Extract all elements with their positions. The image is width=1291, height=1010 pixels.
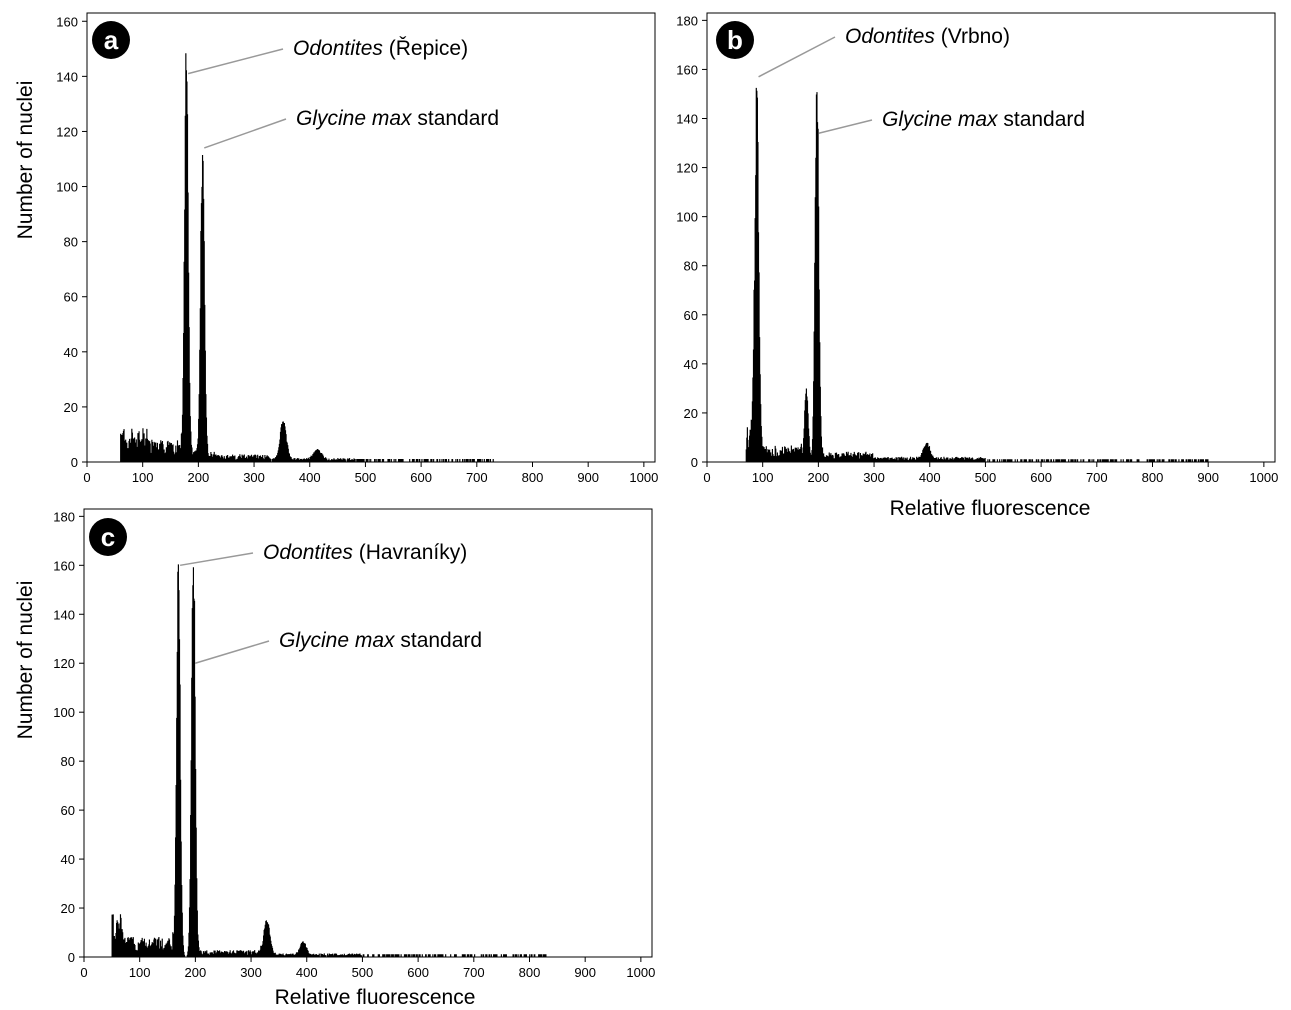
y-tick-label: 120 [676,161,698,176]
plot-frame [86,12,656,463]
panel-badge [89,518,127,556]
y-tick-label: 180 [53,509,75,524]
x-tick-label: 300 [240,965,262,980]
x-tick-label: 0 [80,965,87,980]
x-tick-label: 200 [185,965,207,980]
y-tick-label: 160 [53,558,75,573]
y-tick-label: 0 [68,950,75,965]
y-tick-label: 140 [53,607,75,622]
y-tick-label: 40 [61,852,75,867]
x-tick-label: 300 [243,470,265,485]
y-tick-label: 60 [684,308,698,323]
y-tick-label: 40 [684,357,698,372]
x-tick-label: 300 [863,470,885,485]
x-tick-label: 100 [132,470,154,485]
y-axis-label: Number of nuclei [14,81,37,240]
x-tick-label: 500 [355,470,377,485]
x-tick-label: 100 [129,965,151,980]
x-axis-label: Relative fluorescence [275,986,476,1009]
peak-annotation: Glycine max standard [296,107,499,130]
y-tick-label: 120 [56,124,78,139]
annotation-leader-line [758,36,836,78]
x-axis-label: Relative fluorescence [890,497,1091,520]
y-tick-label: 180 [676,13,698,28]
histogram-bars [111,564,547,958]
peak-annotation: Glycine max standard [882,108,1085,131]
y-tick-label: 20 [64,400,78,415]
panel-badge [716,21,754,59]
y-tick-label: 160 [56,14,78,29]
x-tick-label: 1000 [1249,470,1278,485]
y-tick-label: 80 [684,259,698,274]
x-tick-label: 600 [1030,470,1052,485]
x-tick-label: 400 [919,470,941,485]
x-tick-label: 600 [410,470,432,485]
histogram-bars [120,53,494,463]
y-tick-label: 60 [61,803,75,818]
x-tick-label: 400 [296,965,318,980]
y-tick-label: 120 [53,656,75,671]
x-tick-label: 200 [188,470,210,485]
x-tick-label: 800 [1142,470,1164,485]
x-tick-label: 700 [1086,470,1108,485]
y-tick-label: 100 [56,180,78,195]
histogram-bars [745,87,1209,463]
x-tick-label: 900 [574,965,596,980]
y-tick-label: 160 [676,62,698,77]
panel-badge-label: c [101,522,115,552]
y-tick-label: 140 [56,69,78,84]
x-tick-label: 400 [299,470,321,485]
panel-badge-label: b [727,25,743,55]
x-tick-label: 900 [1197,470,1219,485]
x-tick-label: 1000 [629,470,658,485]
y-tick-label: 60 [64,290,78,305]
panel-b: 0 100 200 300 400 500 600 700 800 900 1000 0 20 40 60 8… [676,12,1278,520]
y-tick-label: 80 [64,235,78,250]
annotation-leader-line [179,552,254,567]
y-tick-label: 40 [64,345,78,360]
y-tick-label: 0 [71,455,78,470]
y-tick-label: 20 [684,406,698,421]
x-tick-label: 500 [975,470,997,485]
peak-annotation: Odontites (Řepice) [293,37,468,60]
y-tick-label: 100 [53,705,75,720]
panel-badge [92,21,130,59]
x-tick-label: 1000 [626,965,655,980]
y-axis-label: Number of nuclei [14,581,37,740]
x-tick-label: 0 [703,470,710,485]
y-tick-label: 140 [676,112,698,127]
peak-annotation: Odontites (Havraníky) [263,541,467,564]
panel-badge-label: a [104,25,119,55]
x-tick-label: 100 [752,470,774,485]
x-tick-label: 800 [519,965,541,980]
y-tick-label: 0 [691,455,698,470]
peak-annotation: Odontites (Vrbno) [845,25,1010,48]
y-tick-label: 80 [61,754,75,769]
x-tick-label: 700 [466,470,488,485]
peak-annotation: Glycine max standard [279,629,482,652]
plot-frame [706,12,1276,463]
x-tick-label: 900 [577,470,599,485]
x-tick-label: 700 [463,965,485,980]
y-tick-label: 100 [676,210,698,225]
y-tick-label: 20 [61,901,75,916]
annotation-leader-line [818,119,873,134]
x-tick-label: 500 [352,965,374,980]
x-tick-label: 600 [407,965,429,980]
x-tick-label: 800 [522,470,544,485]
annotation-leader-line [187,48,284,75]
annotation-leader-line [204,118,287,149]
plot-frame [83,508,653,958]
panel-c: 0 100 200 300 400 500 600 700 800 900 1000 0 20 40 60 8… [14,508,655,1009]
x-tick-label: 0 [83,470,90,485]
annotation-leader-line [194,640,270,664]
x-tick-label: 200 [808,470,830,485]
panel-a: 0 100 200 300 400 500 600 700 800 900 1000 0 20 40 60 8… [14,12,658,485]
